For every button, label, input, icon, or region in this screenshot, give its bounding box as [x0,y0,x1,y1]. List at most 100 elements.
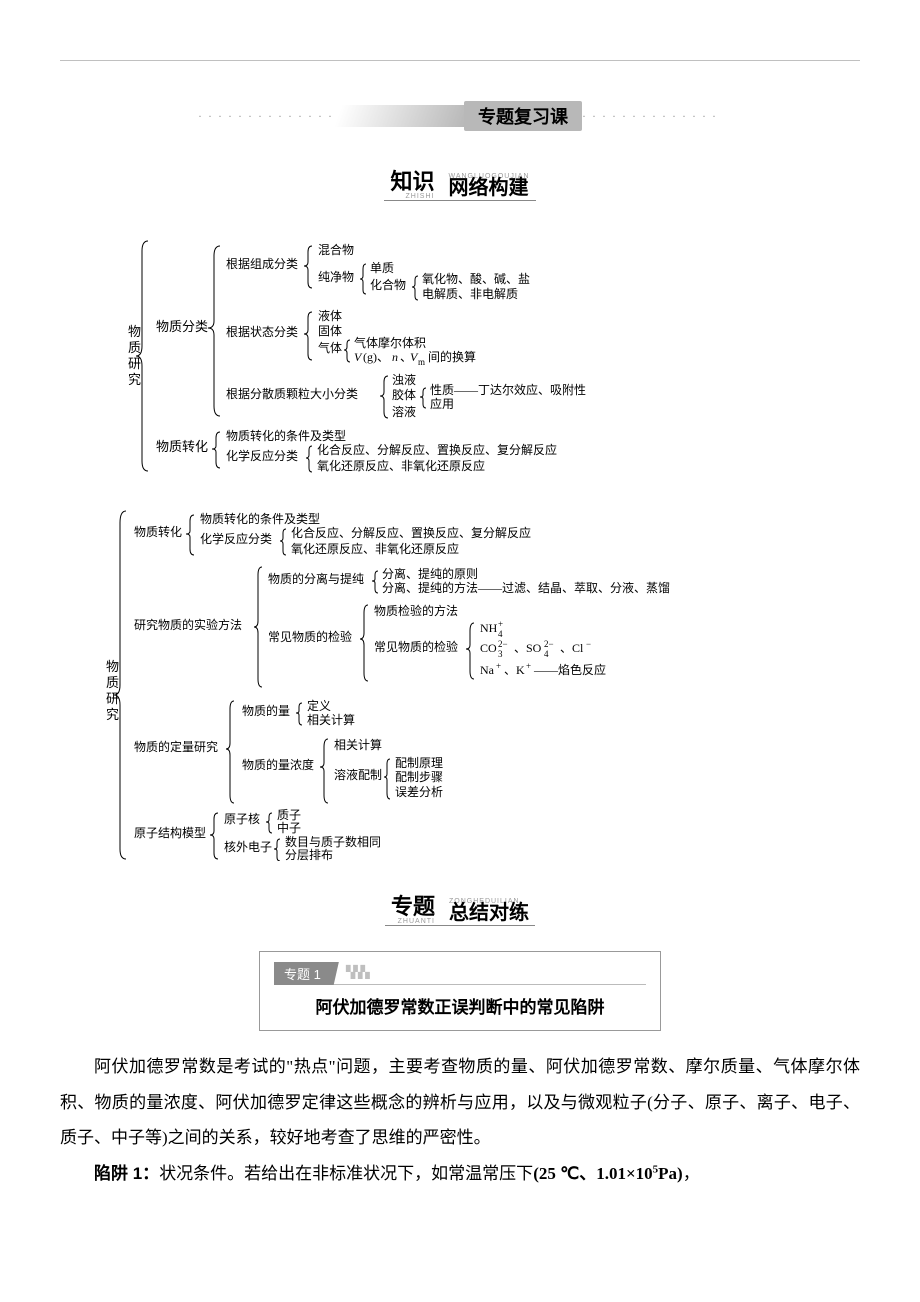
svg-text:、K: 、K [504,663,525,677]
svg-text:质: 质 [128,340,141,355]
svg-text:−: − [586,639,591,649]
svg-text:、Cl: 、Cl [560,641,584,655]
svg-text:研: 研 [128,356,141,371]
svg-text:2−: 2− [498,639,508,649]
svg-text:单质: 单质 [370,261,394,275]
svg-text:物质转化的条件及类型: 物质转化的条件及类型 [200,511,320,526]
top-horizontal-rule [60,60,860,61]
sh2-left-big: 专题 [391,896,435,918]
svg-text:化学反应分类: 化学反应分类 [200,531,272,546]
svg-text:m: m [418,357,425,367]
svg-text:n: n [392,350,398,364]
svg-text:化合反应、分解反应、置换反应、复分解反应: 化合反应、分解反应、置换反应、复分解反应 [291,525,531,540]
topic-title: 阿伏加德罗常数正误判断中的常见陷阱 [260,993,660,1018]
svg-text:Na: Na [480,663,495,677]
svg-text:物质转化: 物质转化 [156,439,208,454]
svg-text:物质分类: 物质分类 [156,319,208,334]
svg-text:误差分析: 误差分析 [395,785,443,799]
svg-text:化合反应、分解反应、置换反应、复分解反应: 化合反应、分解反应、置换反应、复分解反应 [317,442,557,457]
svg-text:胶体: 胶体 [392,387,416,402]
svg-text:——焰色反应: ——焰色反应 [533,662,606,677]
svg-text:间的换算: 间的换算 [428,349,476,364]
svg-text:氧化还原反应、非氧化还原反应: 氧化还原反应、非氧化还原反应 [291,541,459,556]
svg-text:氧化物、酸、碱、盐: 氧化物、酸、碱、盐 [422,271,530,286]
concept-map-tree1: 物 质 研 究 物质分类 根据组成分类 混合物 纯净物 单质 化合物 氧化物、酸… [120,226,800,481]
svg-text:究: 究 [106,707,119,722]
svg-text:2−: 2− [544,639,554,649]
svg-text:配制步骤: 配制步骤 [395,770,443,784]
svg-text:NH: NH [480,621,498,635]
svg-text:V: V [354,350,363,364]
topic-tab-label: 专题 1 [274,962,339,985]
svg-text:+: + [526,661,531,671]
svg-text:原子核: 原子核 [224,812,260,826]
svg-text:物: 物 [128,324,141,339]
svg-text:物质转化的条件及类型: 物质转化的条件及类型 [226,428,346,443]
svg-text:究: 究 [128,372,141,387]
svg-text:质: 质 [106,675,119,690]
svg-text:+: + [496,661,501,671]
svg-text:相关计算: 相关计算 [307,712,355,727]
svg-text:常见物质的检验: 常见物质的检验 [268,629,352,644]
svg-text:原子结构模型: 原子结构模型 [134,825,206,840]
svg-text:常见物质的检验: 常见物质的检验 [374,639,458,654]
paragraph-2: 陷阱 1：状况条件。若给出在非标准状况下，如常温常压下(25 ℃、1.01×10… [60,1156,860,1192]
svg-text:液体: 液体 [318,308,342,323]
svg-text:+: + [498,619,503,629]
svg-text:分层排布: 分层排布 [285,848,333,861]
svg-text:、SO: 、SO [514,641,542,655]
svg-text:物质转化: 物质转化 [134,524,182,539]
svg-text:研究物质的实验方法: 研究物质的实验方法 [134,617,242,632]
svg-text:物质检验的方法: 物质检验的方法 [374,603,458,618]
paragraph-1: 阿伏加德罗常数是考试的"热点"问题，主要考查物质的量、阿伏加德罗常数、摩尔质量、… [60,1049,860,1156]
svg-text:3: 3 [498,649,503,659]
svg-text:中子: 中子 [277,820,301,835]
sh2-left-small: ZHUANTI [398,918,435,925]
banner-label: 专题复习课 [464,101,582,131]
svg-text:相关计算: 相关计算 [334,737,382,752]
svg-text:分离、提纯的原则: 分离、提纯的原则 [382,566,478,581]
svg-text:根据分散质颗粒大小分类: 根据分散质颗粒大小分类 [226,386,358,401]
sh1-left-big: 知识 [390,171,434,193]
svg-text:核外电子: 核外电子 [224,840,272,854]
concept-map-tree2: 物 质 研 究 物质转化 物质转化的条件及类型 化学反应分类 化合反应、分解反应… [100,501,820,866]
svg-text:化学反应分类: 化学反应分类 [226,448,298,463]
svg-text:定义: 定义 [307,698,331,713]
title-banner: ·············· 专题复习课 ·············· [60,101,860,131]
svg-text:根据组成分类: 根据组成分类 [226,257,298,271]
svg-text:物质的量: 物质的量 [242,703,290,718]
sh1-left-small: ZHISHI [406,193,435,200]
svg-text:溶液: 溶液 [392,404,416,419]
topic-tab-hatches: ▚▚▚ [346,965,368,980]
topic-tab-row: 专题 1 ▚▚▚ [274,962,646,985]
svg-text:物质的量浓度: 物质的量浓度 [242,757,314,772]
svg-text:应用: 应用 [430,396,454,411]
svg-text:气体摩尔体积: 气体摩尔体积 [354,335,426,350]
svg-text:物质的分离与提纯: 物质的分离与提纯 [268,571,364,586]
svg-text:根据状态分类: 根据状态分类 [226,325,298,339]
svg-text:物: 物 [106,659,119,674]
svg-text:研: 研 [106,691,119,706]
sh2-right-big: 总结对练 [449,903,529,923]
banner-dots-right: ·············· [582,109,722,124]
svg-text:化合物: 化合物 [370,277,406,292]
topic-box: 专题 1 ▚▚▚ 阿伏加德罗常数正误判断中的常见陷阱 [259,951,661,1031]
svg-text:性质——丁达尔效应、吸附性: 性质——丁达尔效应、吸附性 [430,382,586,397]
svg-text:气体: 气体 [318,340,342,355]
banner-center: 专题复习课 [338,101,582,131]
svg-text:CO: CO [480,641,497,655]
svg-text:4: 4 [544,649,549,659]
sh1-right-big: 网络构建 [448,178,529,198]
svg-text:物质的定量研究: 物质的定量研究 [134,739,218,754]
svg-text:配制原理: 配制原理 [395,756,443,770]
svg-text:浊液: 浊液 [392,372,416,387]
svg-text:氧化还原反应、非氧化还原反应: 氧化还原反应、非氧化还原反应 [317,458,485,473]
document-page: ·············· 专题复习课 ·············· 知识 Z… [0,0,920,1232]
svg-text:数目与质子数相同: 数目与质子数相同 [285,834,381,849]
svg-text:混合物: 混合物 [318,242,354,257]
svg-text:溶液配制: 溶液配制 [334,767,382,782]
banner-dots-left: ·············· [198,109,338,124]
svg-text:固体: 固体 [318,324,342,338]
trap-text: 状况条件。若给出在非标准状况下，如常温常压下(25 ℃、1.01×105Pa)， [159,1164,700,1183]
banner-gradient [334,105,472,127]
